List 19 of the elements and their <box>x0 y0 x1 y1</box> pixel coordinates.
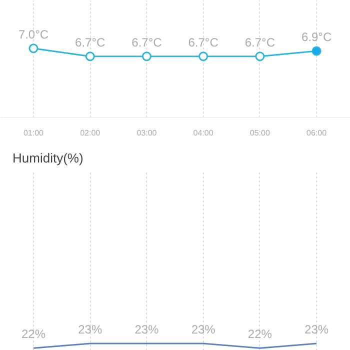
data-label: 6.7°C <box>75 35 106 50</box>
data-label: 23% <box>78 322 102 336</box>
x-tick-label: 03:00 <box>136 128 158 138</box>
x-tick-label: 01:00 <box>23 128 44 138</box>
chart-title: Humidity(%) <box>12 150 84 166</box>
data-label: 23% <box>134 322 160 336</box>
data-label: 6.7°C <box>188 35 219 50</box>
data-label: 22% <box>248 327 272 342</box>
data-label: 22% <box>21 327 46 342</box>
data-label: 6.9°C <box>301 30 332 44</box>
x-tick-label: 02:00 <box>80 128 101 138</box>
x-tick-label: 04:00 <box>193 128 214 138</box>
x-tick-label: 05:00 <box>250 128 270 138</box>
data-label: 6.7°C <box>244 35 276 50</box>
data-label: 23% <box>191 322 216 336</box>
data-label: 23% <box>304 322 329 336</box>
data-label: 6.7°C <box>132 35 162 50</box>
x-tick-label: 06:00 <box>306 128 328 138</box>
data-label: 7.0°C <box>18 27 49 42</box>
